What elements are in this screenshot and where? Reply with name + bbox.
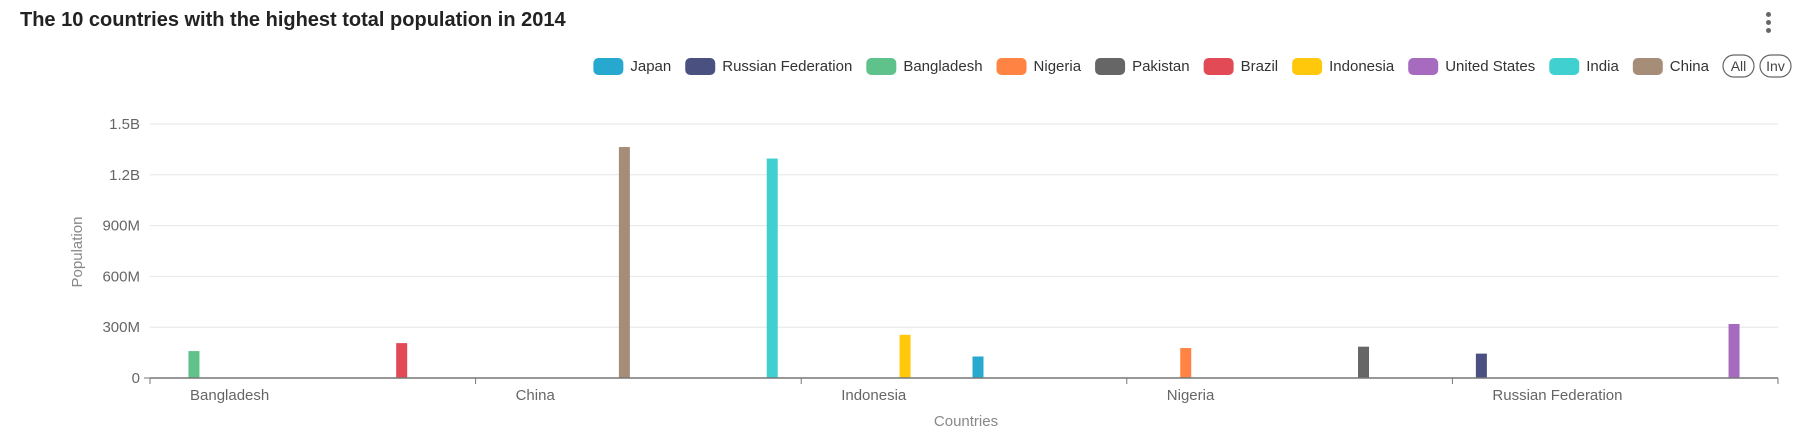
legend-item-india[interactable]: India bbox=[1549, 58, 1619, 75]
x-tick-label: China bbox=[516, 387, 556, 404]
legend-swatch bbox=[1095, 58, 1126, 75]
y-tick-label: 900M bbox=[102, 218, 140, 235]
legend-button-outline bbox=[1759, 54, 1792, 78]
bar-brazil[interactable] bbox=[396, 343, 408, 378]
legend-label: China bbox=[1670, 58, 1710, 75]
legend-button-label: Inv bbox=[1766, 58, 1785, 74]
x-tick-label: Indonesia bbox=[841, 387, 907, 404]
bar-nigeria[interactable] bbox=[1180, 348, 1192, 378]
legend-button-all[interactable]: All bbox=[1722, 54, 1755, 78]
x-tick-label: Nigeria bbox=[1167, 387, 1215, 404]
bar-india[interactable] bbox=[766, 158, 778, 378]
legend-swatch bbox=[866, 58, 897, 75]
legend: Japan Russian Federation Bangladesh Nigeria… bbox=[593, 54, 1792, 78]
bar-russian-federation[interactable] bbox=[1475, 353, 1487, 378]
legend-item-nigeria[interactable]: Nigeria bbox=[996, 58, 1082, 75]
legend-item-japan[interactable]: Japan bbox=[593, 58, 671, 75]
legend-button-outline bbox=[1722, 54, 1755, 78]
y-tick-label: 0 bbox=[132, 370, 140, 387]
y-tick-label: 300M bbox=[102, 319, 140, 336]
legend-item-indonesia[interactable]: Indonesia bbox=[1292, 58, 1395, 75]
bar-japan[interactable] bbox=[972, 356, 984, 378]
y-axis-label: Population bbox=[69, 217, 86, 288]
legend-swatch bbox=[1203, 58, 1234, 75]
legend-item-bangladesh[interactable]: Bangladesh bbox=[866, 58, 983, 75]
bar-bangladesh[interactable] bbox=[188, 351, 200, 378]
bar-pakistan[interactable] bbox=[1358, 346, 1370, 378]
bar-united-states[interactable] bbox=[1728, 323, 1740, 378]
legend-swatch bbox=[1408, 58, 1439, 75]
legend-label: Bangladesh bbox=[903, 58, 982, 75]
legend-swatch bbox=[1292, 58, 1323, 75]
legend-label: Japan bbox=[630, 58, 671, 75]
more-options-icon[interactable] bbox=[1762, 12, 1774, 36]
y-tick-label: 1.5B bbox=[109, 116, 140, 133]
chart-title: The 10 countries with the highest total … bbox=[20, 9, 566, 31]
legend-button-inv[interactable]: Inv bbox=[1759, 54, 1792, 78]
legend-swatch bbox=[1632, 58, 1663, 75]
axes: Bangladesh China Indonesia Nigeria Russian F… bbox=[144, 377, 1779, 404]
legend-label: Indonesia bbox=[1329, 58, 1395, 75]
legend-swatch bbox=[1549, 58, 1580, 75]
legend-label: Brazil bbox=[1241, 58, 1279, 75]
bars bbox=[188, 147, 1740, 378]
legend-item-russian-federation[interactable]: Russian Federation bbox=[685, 58, 852, 75]
legend-label: India bbox=[1586, 58, 1619, 75]
legend-label: Russian Federation bbox=[722, 58, 852, 75]
x-tick-label: Bangladesh bbox=[190, 387, 269, 404]
legend-swatch bbox=[593, 58, 624, 75]
legend-item-brazil[interactable]: Brazil bbox=[1203, 58, 1279, 75]
legend-label: Nigeria bbox=[1034, 58, 1082, 75]
legend-item-pakistan[interactable]: Pakistan bbox=[1095, 58, 1190, 75]
legend-swatch bbox=[996, 58, 1027, 75]
x-axis-label: Countries bbox=[934, 413, 998, 430]
legend-swatch bbox=[685, 58, 716, 75]
legend-label: United States bbox=[1445, 58, 1535, 75]
legend-label: Pakistan bbox=[1132, 58, 1190, 75]
legend-item-china[interactable]: China bbox=[1632, 58, 1710, 75]
y-tick-label: 1.2B bbox=[109, 167, 140, 184]
x-tick-label: Russian Federation bbox=[1492, 387, 1622, 404]
grid: 0 300M 600M 900M 1.2B 1.5B bbox=[102, 116, 1778, 387]
bar-indonesia[interactable] bbox=[899, 334, 911, 378]
legend-item-united-states[interactable]: United States bbox=[1408, 58, 1535, 75]
legend-button-label: All bbox=[1731, 58, 1747, 74]
bar-china[interactable] bbox=[618, 147, 630, 378]
y-tick-label: 600M bbox=[102, 268, 140, 285]
